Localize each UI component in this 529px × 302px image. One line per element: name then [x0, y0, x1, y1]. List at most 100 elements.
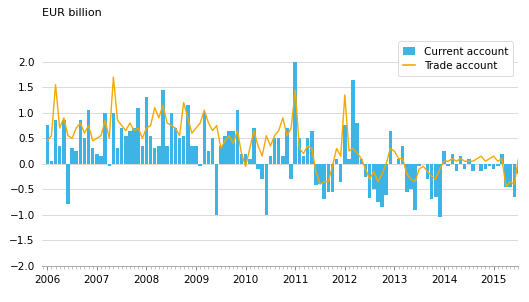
Bar: [194, 146, 198, 164]
Bar: [434, 164, 437, 197]
Bar: [103, 113, 107, 164]
Bar: [273, 138, 276, 164]
Bar: [318, 164, 322, 184]
Bar: [178, 138, 181, 164]
Bar: [227, 130, 231, 164]
Bar: [248, 159, 252, 164]
Bar: [500, 153, 504, 164]
Bar: [368, 164, 371, 198]
Bar: [91, 149, 95, 164]
Bar: [289, 164, 293, 179]
Bar: [95, 153, 98, 164]
Bar: [161, 90, 165, 164]
Bar: [240, 153, 243, 164]
Bar: [496, 164, 499, 166]
Bar: [380, 164, 384, 207]
Bar: [203, 113, 206, 164]
Bar: [417, 164, 421, 166]
Bar: [426, 164, 429, 179]
Bar: [484, 164, 487, 169]
Bar: [99, 156, 103, 164]
Bar: [454, 164, 458, 172]
Bar: [298, 138, 301, 164]
Bar: [347, 159, 351, 164]
Bar: [277, 138, 280, 164]
Bar: [397, 159, 400, 164]
Bar: [351, 80, 355, 164]
Bar: [116, 149, 120, 164]
Bar: [314, 164, 318, 185]
Bar: [331, 164, 334, 192]
Bar: [45, 126, 49, 164]
Bar: [459, 156, 462, 164]
Bar: [83, 138, 86, 164]
Bar: [306, 138, 309, 164]
Bar: [409, 164, 413, 189]
Bar: [442, 151, 446, 164]
Bar: [446, 164, 450, 166]
Bar: [190, 146, 194, 164]
Bar: [388, 130, 392, 164]
Bar: [107, 164, 111, 166]
Bar: [66, 164, 70, 204]
Bar: [310, 130, 314, 164]
Bar: [471, 164, 475, 172]
Bar: [372, 164, 376, 189]
Bar: [157, 146, 161, 164]
Bar: [62, 120, 66, 164]
Bar: [256, 164, 260, 169]
Bar: [166, 146, 169, 164]
Bar: [153, 149, 157, 164]
Bar: [285, 128, 289, 164]
Bar: [521, 164, 524, 179]
Bar: [207, 151, 210, 164]
Bar: [281, 156, 285, 164]
Bar: [430, 164, 433, 199]
Bar: [294, 62, 297, 164]
Bar: [136, 108, 140, 164]
Bar: [364, 164, 367, 176]
Bar: [149, 136, 152, 164]
Bar: [128, 130, 132, 164]
Bar: [355, 123, 359, 164]
Bar: [517, 164, 520, 174]
Bar: [54, 120, 57, 164]
Text: EUR billion: EUR billion: [42, 8, 102, 18]
Bar: [525, 164, 528, 184]
Bar: [70, 149, 74, 164]
Bar: [252, 128, 256, 164]
Bar: [215, 164, 218, 215]
Bar: [339, 164, 342, 182]
Bar: [124, 136, 127, 164]
Bar: [326, 164, 330, 192]
Bar: [322, 164, 326, 199]
Bar: [479, 164, 483, 172]
Bar: [376, 164, 380, 202]
Bar: [219, 146, 223, 164]
Bar: [467, 159, 471, 164]
Bar: [112, 113, 115, 164]
Bar: [132, 128, 136, 164]
Bar: [264, 164, 268, 215]
Bar: [405, 164, 408, 192]
Bar: [186, 105, 189, 164]
Bar: [488, 164, 491, 166]
Bar: [504, 164, 508, 187]
Bar: [169, 113, 173, 164]
Bar: [211, 138, 214, 164]
Bar: [87, 110, 90, 164]
Bar: [75, 151, 78, 164]
Bar: [50, 161, 53, 164]
Bar: [145, 98, 148, 164]
Bar: [343, 126, 346, 164]
Bar: [513, 164, 516, 197]
Bar: [182, 136, 186, 164]
Bar: [302, 156, 305, 164]
Bar: [235, 110, 239, 164]
Bar: [360, 159, 363, 164]
Bar: [463, 164, 467, 169]
Bar: [120, 128, 123, 164]
Bar: [223, 136, 227, 164]
Bar: [260, 164, 264, 179]
Bar: [413, 164, 417, 210]
